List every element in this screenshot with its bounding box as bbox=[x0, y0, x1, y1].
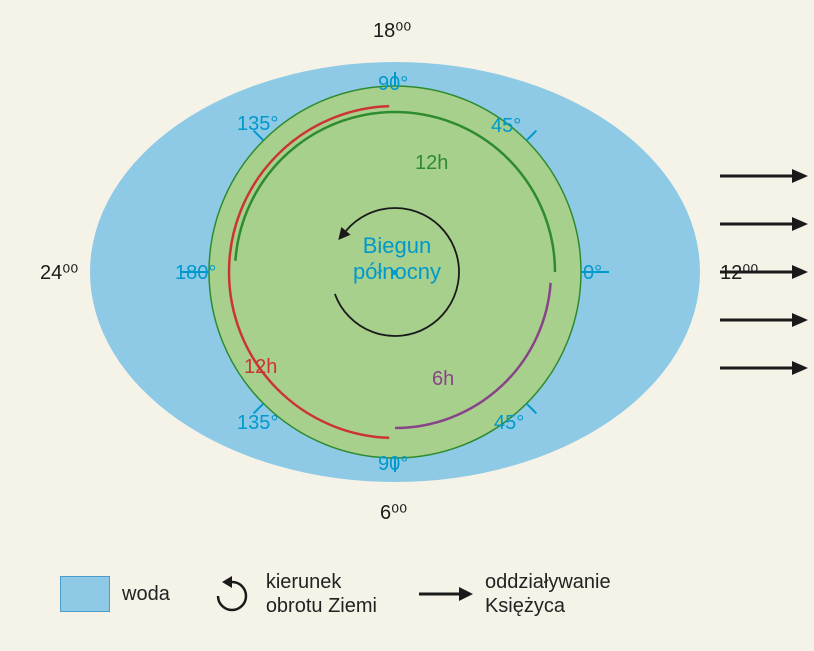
deg-135-tl: 135° bbox=[237, 113, 278, 136]
legend: woda kierunek obrotu Ziemi oddziaływanie… bbox=[0, 560, 814, 628]
deg-180: 180° bbox=[175, 262, 216, 285]
legend-moon-label: oddziaływanie Księżyca bbox=[485, 570, 611, 618]
time-18: 18⁰⁰ bbox=[373, 18, 411, 43]
deg-90-bottom: 90° bbox=[378, 453, 408, 476]
moon-arrow-icon bbox=[417, 584, 473, 604]
pole-dot bbox=[392, 270, 397, 275]
center-label-top: Biegun bbox=[363, 233, 432, 258]
arc-label-green: 12h bbox=[415, 152, 448, 175]
time-12: 12⁰⁰ bbox=[720, 260, 758, 285]
legend-rotation-label: kierunek obrotu Ziemi bbox=[266, 570, 377, 618]
legend-rotation: kierunek obrotu Ziemi bbox=[210, 570, 377, 618]
time-6: 6⁰⁰ bbox=[380, 500, 407, 525]
deg-45-tr: 45° bbox=[491, 115, 521, 138]
legend-moon: oddziaływanie Księżyca bbox=[417, 570, 611, 618]
deg-45-br: 45° bbox=[494, 412, 524, 435]
deg-90-top: 90° bbox=[378, 73, 408, 96]
arc-label-red: 12h bbox=[244, 356, 277, 379]
legend-water-label: woda bbox=[122, 582, 170, 606]
tidal-diagram: 18⁰⁰ 12⁰⁰ 6⁰⁰ 24⁰⁰ 90° 45° 0° 45° 90° 13… bbox=[0, 0, 814, 560]
deg-0: 0° bbox=[583, 262, 602, 285]
legend-swatch-water bbox=[60, 576, 110, 612]
deg-135-bl: 135° bbox=[237, 412, 278, 435]
north-pole-label: Biegun północny bbox=[352, 233, 442, 286]
arc-label-purple: 6h bbox=[432, 368, 454, 391]
legend-water: woda bbox=[60, 576, 170, 612]
rotation-arrow-icon bbox=[210, 574, 254, 614]
time-24: 24⁰⁰ bbox=[40, 260, 78, 285]
